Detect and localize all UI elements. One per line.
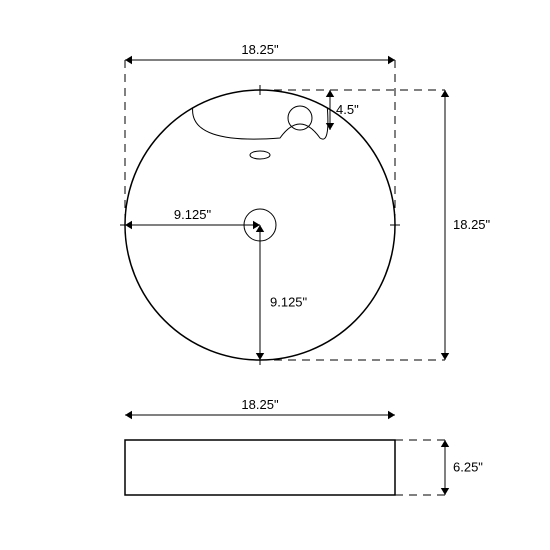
faucet-hole bbox=[288, 106, 312, 130]
rim-contour bbox=[193, 108, 328, 139]
radius-v-label: 9.125" bbox=[270, 295, 308, 310]
faucet-offset-label: 4.5" bbox=[336, 102, 359, 117]
top-width-dimension-label: 18.25" bbox=[241, 42, 279, 57]
dimension-drawing: 18.25" 18.25" 4.5" 9.125" 9.125" 18.25" 6.25" bbox=[0, 0, 550, 550]
side-height-dimension-label: 6.25" bbox=[453, 460, 483, 475]
side-width-dimension-label: 18.25" bbox=[241, 397, 279, 412]
radius-h-label: 9.125" bbox=[174, 207, 212, 222]
overflow-slot bbox=[250, 151, 270, 159]
side-outline bbox=[125, 440, 395, 495]
top-height-dimension-label: 18.25" bbox=[453, 217, 491, 232]
